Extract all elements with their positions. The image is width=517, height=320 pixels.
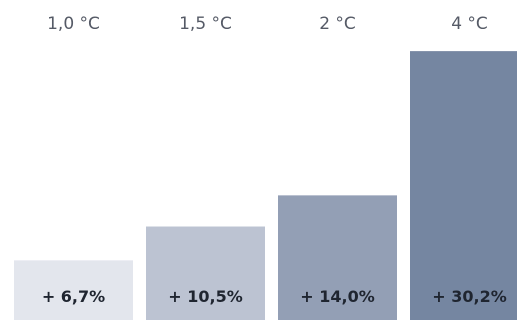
bar-4 bbox=[410, 51, 517, 320]
category-label-1: 1,0 °C bbox=[47, 14, 100, 34]
value-label-2: + 10,5% bbox=[168, 287, 242, 306]
value-label-4: + 30,2% bbox=[432, 287, 506, 306]
value-label-3: + 14,0% bbox=[300, 287, 374, 306]
category-label-2: 1,5 °C bbox=[179, 14, 232, 34]
category-label-4: 4 °C bbox=[451, 14, 488, 34]
bar-1 bbox=[14, 260, 133, 320]
bar-3 bbox=[278, 195, 397, 320]
category-label-3: 2 °C bbox=[319, 14, 356, 34]
bar-2 bbox=[146, 226, 265, 320]
value-label-1: + 6,7% bbox=[42, 287, 105, 306]
